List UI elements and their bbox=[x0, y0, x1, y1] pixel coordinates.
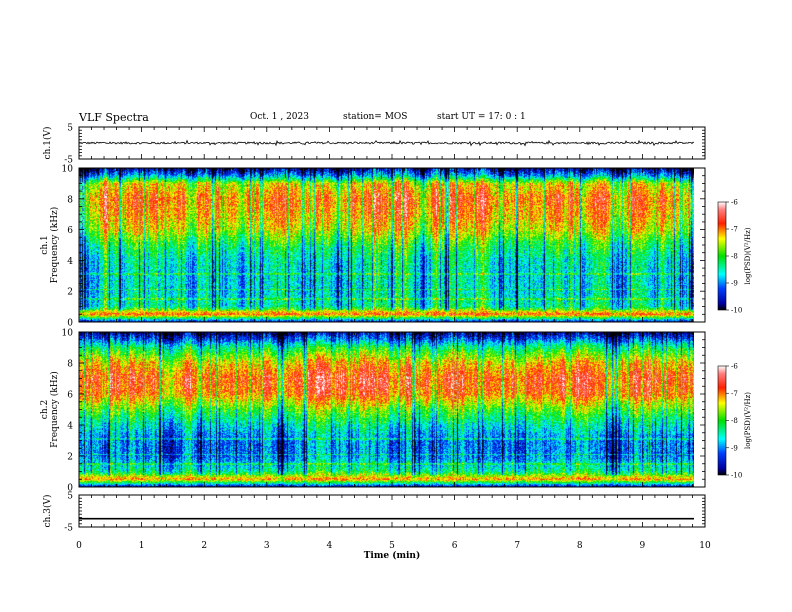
x-tick-label: 2 bbox=[201, 541, 207, 551]
y-tick-label: -5 bbox=[64, 524, 73, 534]
colorbar-tick-label: -10 bbox=[731, 472, 742, 480]
colorbar-tick-label: -9 bbox=[731, 280, 738, 288]
x-axis-label: Time (min) bbox=[364, 550, 421, 561]
ch2-spectrogram-panel: 0 2 4 6 8 10 ch.2 Frequency (kHz) bbox=[40, 329, 706, 494]
x-tick-label: 5 bbox=[389, 541, 395, 551]
colorbar-tick-label: -7 bbox=[731, 226, 738, 234]
x-tick-label: 7 bbox=[514, 541, 520, 551]
colorbar-scale bbox=[717, 201, 727, 311]
chart-title: VLF Spectra bbox=[79, 111, 149, 124]
y-axis-label: ch.3(V) bbox=[42, 495, 53, 528]
y-tick-label: 8 bbox=[67, 360, 73, 370]
colorbars: -6 -7 -8 -9 -10 log(PSD)(V²/Hz) -6 -7 -8 -9 -10 log… bbox=[717, 199, 752, 480]
ch3-waveform-panel: 5 -5 ch.3(V) 0 1 2 3 4 5 6 7 8 9 10 Time (min) bbox=[42, 492, 711, 562]
colorbar-scale bbox=[717, 365, 727, 476]
y-tick-label: 6 bbox=[67, 391, 73, 401]
x-tick-label: 4 bbox=[327, 541, 333, 551]
y-tick-label: 5 bbox=[67, 124, 73, 134]
y-tick-label: -5 bbox=[64, 156, 73, 166]
y-tick-label: 0 bbox=[67, 484, 73, 494]
ch1-spectrogram-panel: 0 2 4 6 8 10 ch.1 Frequency (kHz) bbox=[40, 165, 706, 329]
colorbar-tick-label: -9 bbox=[731, 444, 738, 452]
x-tick-label: 3 bbox=[264, 541, 270, 551]
date-label: Oct. 1 , 2023 bbox=[250, 112, 309, 122]
colorbar-tick-label: -8 bbox=[731, 417, 738, 425]
y-tick-label: 4 bbox=[67, 257, 73, 267]
y-tick-label: 8 bbox=[67, 195, 73, 205]
colorbar-1: -6 -7 -8 -9 -10 log(PSD)(V²/Hz) bbox=[717, 199, 752, 315]
x-tick-label: 0 bbox=[76, 541, 82, 551]
y-tick-label: 10 bbox=[62, 165, 74, 175]
start-time-label: start UT = 17: 0 : 1 bbox=[437, 112, 526, 122]
colorbar-tick-label: -6 bbox=[731, 199, 738, 207]
waveform-trace bbox=[79, 139, 695, 147]
colorbar-tick-label: -8 bbox=[731, 253, 738, 261]
x-tick-label: 8 bbox=[577, 541, 583, 551]
ch1-waveform-panel: 5 -5 ch.1(V) bbox=[42, 124, 706, 166]
y-tick-label: 2 bbox=[67, 453, 73, 463]
colorbar-2: -6 -7 -8 -9 -10 log(PSD)(V²/Hz) bbox=[717, 363, 752, 480]
y-axis-label: Frequency (kHz) bbox=[49, 207, 60, 284]
y-tick-label: 6 bbox=[67, 226, 73, 236]
y-tick-label: 5 bbox=[67, 492, 73, 502]
y-axis-label: ch.2 bbox=[40, 400, 50, 419]
y-tick-label: 10 bbox=[62, 329, 74, 339]
y-axis-label: ch.1 bbox=[40, 235, 50, 254]
y-tick-label: 0 bbox=[67, 319, 73, 329]
colorbar-tick-label: -7 bbox=[731, 390, 738, 398]
colorbar-label: log(PSD)(V²/Hz) bbox=[744, 227, 752, 284]
x-tick-label: 1 bbox=[139, 541, 145, 551]
colorbar-tick-label: -6 bbox=[731, 363, 738, 371]
y-axis-label: ch.1(V) bbox=[42, 127, 53, 160]
spectrogram-image bbox=[79, 168, 694, 322]
y-tick-label: 2 bbox=[67, 288, 73, 298]
spectrogram-image bbox=[79, 332, 694, 487]
y-tick-label: 4 bbox=[67, 422, 73, 432]
colorbar-label: log(PSD)(V²/Hz) bbox=[744, 392, 752, 449]
x-tick-label: 6 bbox=[452, 541, 458, 551]
x-tick-label: 9 bbox=[640, 541, 646, 551]
y-axis-label: Frequency (kHz) bbox=[49, 371, 60, 448]
x-tick-label: 10 bbox=[699, 541, 711, 551]
station-label: station= MOS bbox=[343, 112, 408, 122]
colorbar-tick-label: -10 bbox=[731, 307, 742, 315]
